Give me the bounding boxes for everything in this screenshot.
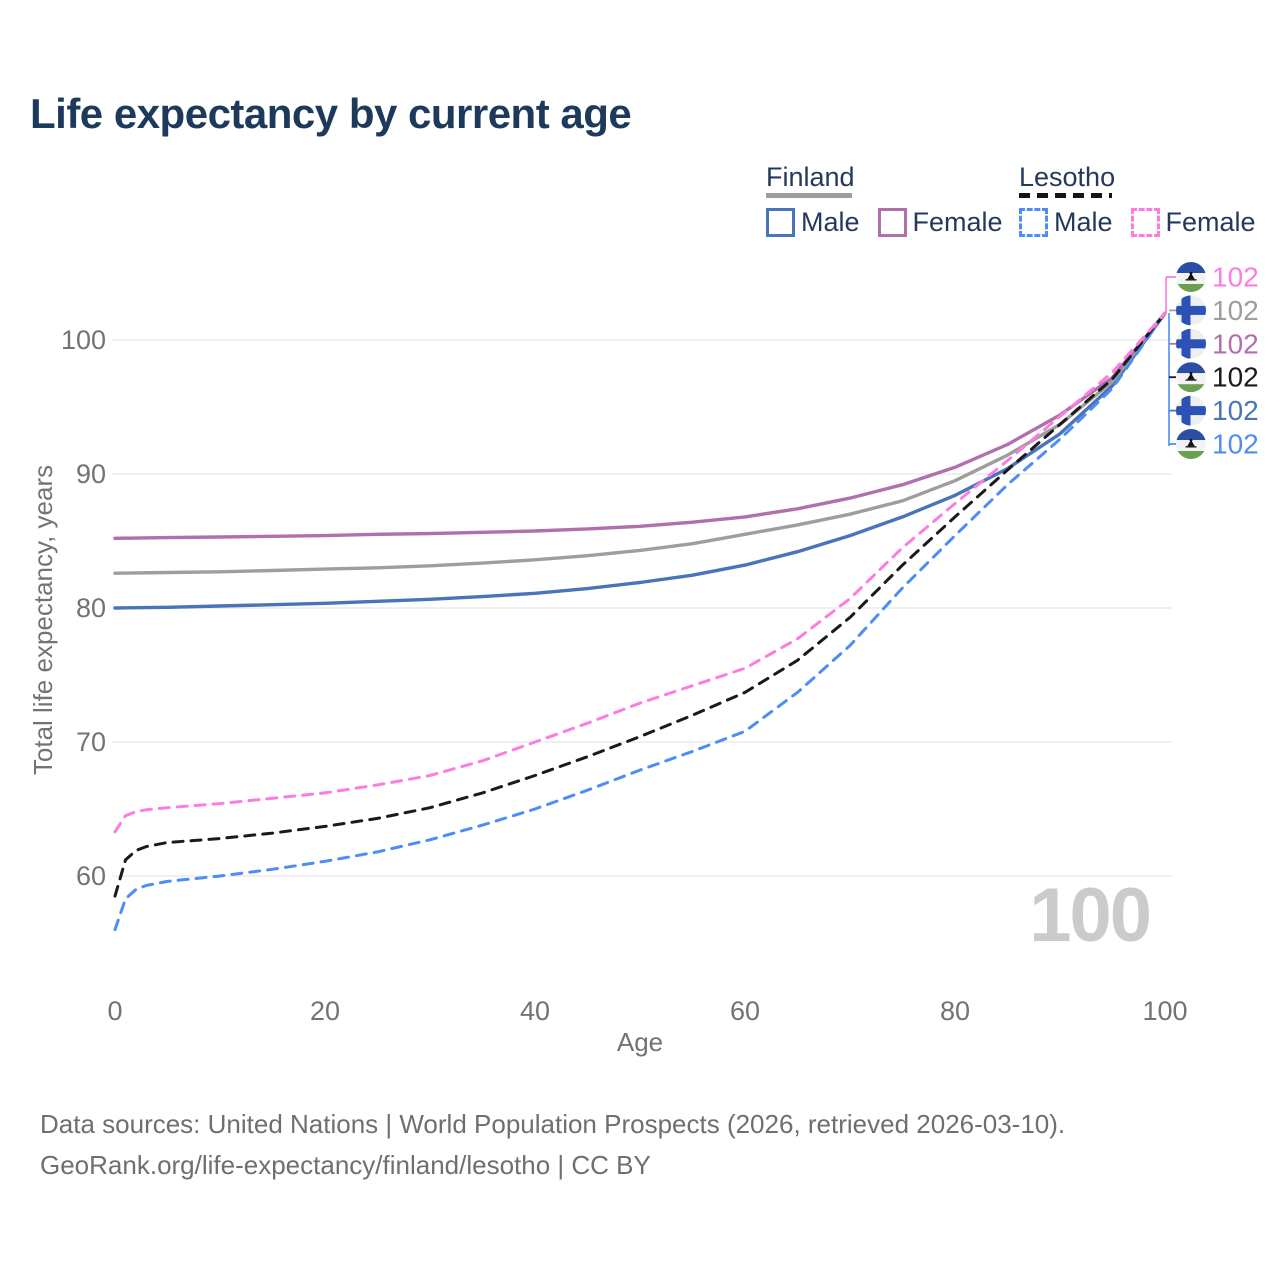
series-line-finland — [113, 311, 1167, 575]
end-value-label-finland-female: 102 — [1212, 328, 1259, 359]
y-tick-label: 90 — [76, 459, 106, 489]
legend-item-label: Male — [801, 207, 860, 237]
legend-item-finland-male: Male — [766, 207, 860, 238]
end-value-label-lesotho: 102 — [1212, 362, 1259, 393]
legend-item-label: Female — [1165, 207, 1256, 237]
legend-item-label: Female — [912, 207, 1003, 237]
legend-item-label: Male — [1054, 207, 1113, 237]
lesotho-male-swatch-icon — [1019, 208, 1048, 237]
x-tick-label: 60 — [730, 996, 760, 1026]
end-value-label-lesotho-female: 102 — [1212, 262, 1259, 293]
legend-group-title-lesotho: Lesotho — [1019, 162, 1116, 192]
series-line-finland-female — [113, 311, 1167, 540]
finland-line-style-sample — [766, 193, 852, 198]
series-line-lesotho — [113, 311, 1167, 898]
footer-data-sources: Data sources: United Nations | World Pop… — [40, 1109, 1066, 1139]
flag-icon-lesotho — [1176, 362, 1206, 393]
legend: Finland Male Female Lesotho Male — [0, 162, 1280, 242]
x-axis-title: Age — [617, 1027, 663, 1057]
x-tick-label: 40 — [520, 996, 550, 1026]
legend-group-title-finland: Finland — [766, 162, 855, 192]
y-tick-label: 70 — [76, 727, 106, 757]
finland-female-swatch-icon — [877, 208, 907, 237]
x-tick-label: 80 — [940, 996, 970, 1026]
lesotho-line-style-sample — [1019, 193, 1112, 198]
legend-group-finland: Finland Male Female — [766, 162, 1003, 238]
end-value-label-finland-male: 102 — [1212, 395, 1259, 426]
finland-male-swatch-icon — [766, 208, 795, 237]
footer-attribution: GeoRank.org/life-expectancy/finland/leso… — [40, 1150, 651, 1180]
age-counter: 100 — [1029, 873, 1152, 958]
footer: Data sources: United Nations | World Pop… — [40, 1104, 1065, 1186]
flag-icon-finland — [1176, 395, 1206, 426]
chart-title: Life expectancy by current age — [30, 90, 632, 137]
y-axis-title: Total life expectancy, years — [28, 465, 58, 775]
series-line-lesotho-male — [113, 311, 1167, 932]
y-tick-label: 80 — [76, 593, 106, 623]
lesotho-female-swatch-icon — [1130, 208, 1160, 237]
x-tick-label: 20 — [310, 996, 340, 1026]
flag-icon-finland — [1176, 328, 1206, 359]
series-line-finland-male — [113, 311, 1167, 610]
flag-icon-finland — [1176, 295, 1206, 326]
legend-item-lesotho-male: Male — [1019, 207, 1113, 238]
legend-group-lesotho: Lesotho Male Female — [1019, 162, 1256, 238]
series-line-lesotho-female — [113, 311, 1167, 834]
flag-icon-lesotho — [1176, 262, 1206, 292]
end-value-label-finland: 102 — [1212, 295, 1259, 326]
end-value-label-lesotho-male: 102 — [1212, 429, 1259, 460]
x-tick-label: 100 — [1142, 996, 1187, 1026]
flag-icon-lesotho — [1176, 429, 1206, 459]
x-tick-label: 0 — [107, 996, 122, 1026]
y-tick-label: 60 — [76, 861, 106, 891]
legend-item-finland-female: Female — [877, 207, 1003, 238]
legend-item-lesotho-female: Female — [1130, 207, 1256, 238]
y-tick-label: 100 — [61, 325, 106, 355]
